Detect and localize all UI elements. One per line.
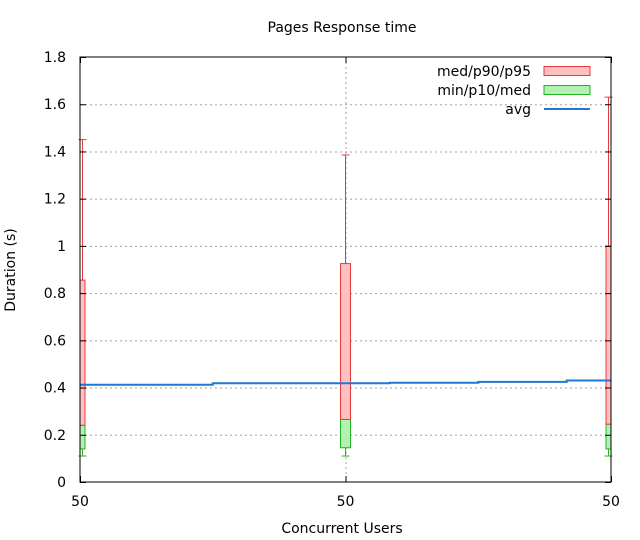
tick-layer: 0 0.2 0.4 0.6 0.8 1 1.2 1.4 1.6 1.8 50 50 50 xyxy=(44,50,620,510)
y-tick-label: 0.6 xyxy=(44,333,66,349)
upper-box xyxy=(340,263,351,420)
legend-label: med/p90/p95 xyxy=(437,64,531,80)
x-tick-label: 50 xyxy=(71,494,89,510)
x-axis-label: Concurrent Users xyxy=(281,521,402,537)
upper-box xyxy=(79,279,86,426)
lower-box xyxy=(340,418,351,449)
lower-box xyxy=(79,424,86,450)
y-tick-label: 0.2 xyxy=(44,428,66,444)
legend-label: min/p10/med xyxy=(437,83,531,99)
lower-box xyxy=(605,423,612,450)
y-tick-label: 0 xyxy=(57,475,66,491)
data-layer xyxy=(78,96,613,457)
avg-line xyxy=(80,379,611,386)
x-tick-label: 50 xyxy=(602,494,620,510)
legend: med/p90/p95 min/p10/med avg xyxy=(437,64,591,118)
y-axis-label: Duration (s) xyxy=(3,228,19,311)
upper-box xyxy=(605,245,612,425)
y-tick-label: 1.6 xyxy=(44,97,66,113)
y-tick-label: 0.4 xyxy=(44,381,66,397)
y-tick-label: 0.8 xyxy=(44,286,66,302)
legend-swatch-lower xyxy=(543,85,591,95)
chart-title: Pages Response time xyxy=(268,20,417,36)
x-tick-label: 50 xyxy=(337,494,355,510)
y-tick-label: 1 xyxy=(57,239,66,255)
y-tick-label: 1.8 xyxy=(44,50,66,66)
legend-label: avg xyxy=(505,102,531,118)
y-tick-label: 1.4 xyxy=(44,144,66,160)
y-tick-label: 1.2 xyxy=(44,192,66,208)
legend-swatch-upper xyxy=(543,66,591,76)
